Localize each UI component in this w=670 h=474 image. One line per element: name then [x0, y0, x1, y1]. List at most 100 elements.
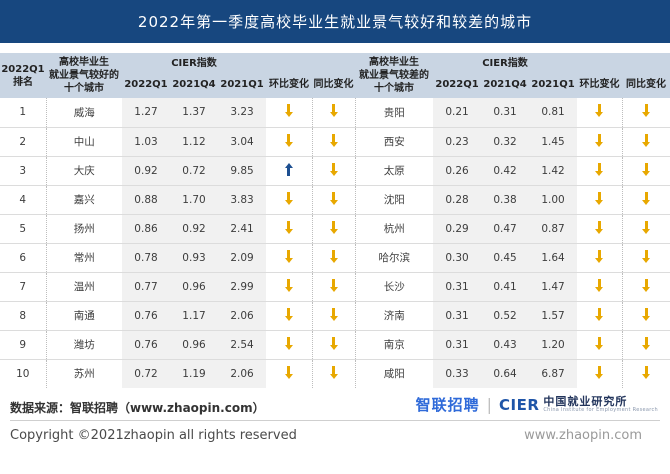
bad-cities-header: 高校毕业生 就业景气较差的 十个城市 [355, 53, 434, 98]
table-row: 5 扬州 0.86 0.92 2.41 杭州 0.29 0.47 0.87 [0, 214, 670, 244]
bad-cier-value-cell: 0.43 [481, 330, 530, 360]
down-arrow-icon [595, 104, 604, 118]
down-arrow-icon [595, 307, 604, 321]
down-arrow-icon [595, 220, 604, 234]
down-arrow-icon [284, 278, 293, 292]
good-cier-value-cell: 2.09 [218, 243, 267, 273]
good-cier-value-cell: 3.83 [218, 185, 267, 215]
good-cier-value-cell: 1.37 [170, 98, 218, 128]
down-arrow-icon [329, 336, 338, 350]
good-mom-change-cell [266, 156, 313, 186]
cier-index-header-good: CIER指数 [122, 53, 267, 75]
down-arrow-icon [329, 162, 338, 176]
copyright-text: Copyright ©2021zhaopin all rights reserv… [10, 428, 297, 443]
down-arrow-icon [284, 365, 293, 379]
down-arrow-icon [284, 249, 293, 263]
good-cier-value-cell: 0.72 [122, 359, 170, 388]
bad-yoy-change-cell [622, 185, 670, 215]
institute-logo: 中国就业研究所 China Institute for Employment R… [543, 394, 658, 414]
down-arrow-icon [284, 336, 293, 350]
good-cier-value-cell: 1.12 [170, 127, 218, 157]
bad-cier-value-cell: 0.64 [481, 359, 530, 388]
bad-cier-value-cell: 1.00 [529, 185, 578, 215]
bad-city-cell: 哈尔滨 [355, 243, 434, 273]
table-row: 7 温州 0.77 0.96 2.99 长沙 0.31 0.41 1.47 [0, 272, 670, 302]
bad-cier-value-cell: 1.47 [529, 272, 578, 302]
rank-cell: 8 [0, 301, 47, 331]
bad-mom-change-cell [577, 185, 623, 215]
down-arrow-icon [642, 104, 651, 118]
good-cier-value-cell: 9.85 [218, 156, 267, 186]
good-cier-value-cell: 0.78 [122, 243, 170, 273]
good-yoy-change-cell [312, 98, 356, 128]
mom-change-header-bad: 环比变化 [577, 53, 623, 98]
good-cier-value-cell: 0.76 [122, 330, 170, 360]
down-arrow-icon [329, 220, 338, 234]
bad-city-cell: 南京 [355, 330, 434, 360]
bad-yoy-change-cell [622, 272, 670, 302]
bad-mom-change-cell [577, 214, 623, 244]
bad-cier-value-cell: 0.31 [433, 272, 482, 302]
table-row: 3 大庆 0.92 0.72 9.85 太原 0.26 0.42 1.42 [0, 156, 670, 186]
down-arrow-icon [284, 220, 293, 234]
watermark-url: www.zhaopin.com [524, 428, 642, 443]
bad-cier-value-cell: 1.20 [529, 330, 578, 360]
bad-yoy-change-cell [622, 214, 670, 244]
period-header: 2021Q1 [529, 74, 578, 98]
bad-city-cell: 西安 [355, 127, 434, 157]
logo-divider: | [486, 395, 492, 414]
table-body: 1 威海 1.27 1.37 3.23 贵阳 0.21 0.31 0.81 2 中山 1.03 1.12… [0, 98, 670, 388]
down-arrow-icon [642, 162, 651, 176]
down-arrow-icon [642, 278, 651, 292]
down-arrow-icon [329, 104, 338, 118]
table-row: 4 嘉兴 0.88 1.70 3.83 沈阳 0.28 0.38 1.00 [0, 185, 670, 215]
bad-cier-value-cell: 1.57 [529, 301, 578, 331]
down-arrow-icon [595, 278, 604, 292]
good-cier-value-cell: 1.03 [122, 127, 170, 157]
good-cier-value-cell: 0.92 [170, 214, 218, 244]
good-mom-change-cell [266, 127, 313, 157]
good-city-cell: 大庆 [46, 156, 122, 186]
institute-name: 中国就业研究所 [543, 394, 628, 408]
good-cier-value-cell: 0.88 [122, 185, 170, 215]
bad-mom-change-cell [577, 243, 623, 273]
bad-mom-change-cell [577, 272, 623, 302]
bad-cier-value-cell: 0.52 [481, 301, 530, 331]
period-header: 2022Q1 [433, 74, 482, 98]
down-arrow-icon [329, 249, 338, 263]
good-cier-value-cell: 0.76 [122, 301, 170, 331]
rank-cell: 5 [0, 214, 47, 244]
down-arrow-icon [284, 307, 293, 321]
bad-cier-value-cell: 0.38 [481, 185, 530, 215]
down-arrow-icon [329, 365, 338, 379]
down-arrow-icon [642, 220, 651, 234]
good-yoy-change-cell [312, 243, 356, 273]
bad-mom-change-cell [577, 156, 623, 186]
good-city-cell: 常州 [46, 243, 122, 273]
good-mom-change-cell [266, 243, 313, 273]
bad-cier-value-cell: 0.31 [481, 98, 530, 128]
good-cier-value-cell: 2.99 [218, 272, 267, 302]
bad-yoy-change-cell [622, 243, 670, 273]
data-source-text: 数据来源：智联招聘（www.zhaopin.com） [10, 401, 265, 415]
bad-cier-value-cell: 0.31 [433, 301, 482, 331]
good-cier-value-cell: 0.96 [170, 330, 218, 360]
down-arrow-icon [642, 365, 651, 379]
good-mom-change-cell [266, 214, 313, 244]
table-row: 6 常州 0.78 0.93 2.09 哈尔滨 0.30 0.45 1.64 [0, 243, 670, 273]
mom-change-header-good: 环比变化 [266, 53, 313, 98]
bad-cier-value-cell: 0.47 [481, 214, 530, 244]
rank-cell: 7 [0, 272, 47, 302]
down-arrow-icon [642, 249, 651, 263]
bad-city-cell: 太原 [355, 156, 434, 186]
down-arrow-icon [284, 191, 293, 205]
down-arrow-icon [329, 278, 338, 292]
table-row: 1 威海 1.27 1.37 3.23 贵阳 0.21 0.31 0.81 [0, 98, 670, 128]
yoy-change-header-good: 同比变化 [312, 53, 356, 98]
good-mom-change-cell [266, 359, 313, 388]
footer: 数据来源：智联招聘（www.zhaopin.com） 智联招聘 | CIER 中… [0, 388, 670, 443]
bad-mom-change-cell [577, 98, 623, 128]
bad-cier-value-cell: 0.42 [481, 156, 530, 186]
good-cier-value-cell: 0.92 [122, 156, 170, 186]
good-city-cell: 南通 [46, 301, 122, 331]
